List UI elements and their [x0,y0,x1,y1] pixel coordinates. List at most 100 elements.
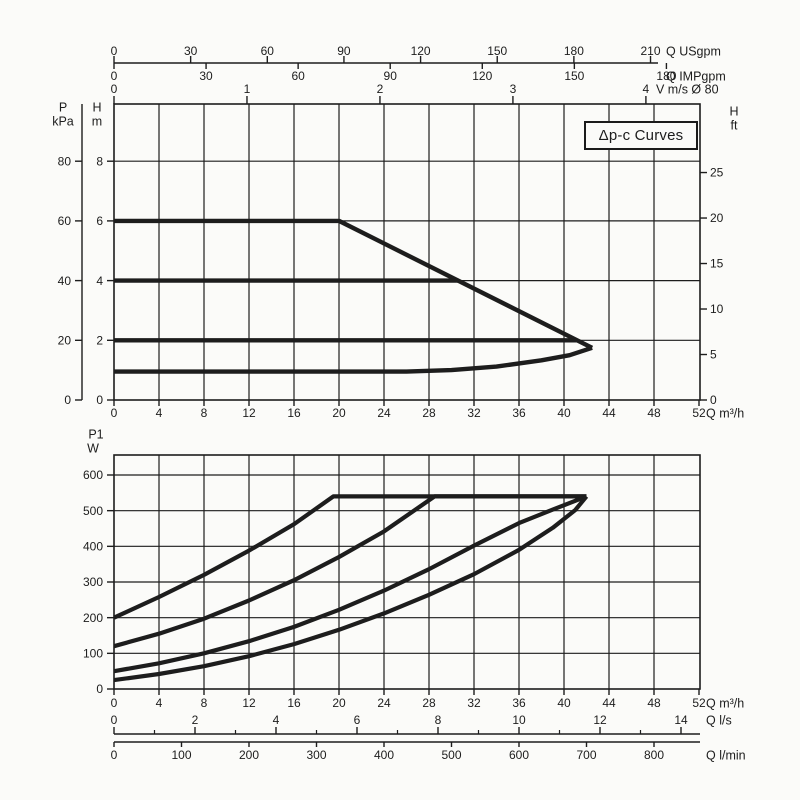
axis-tick-label: 400 [374,748,394,762]
head-axis-title: H [92,100,101,114]
axis-tick-label: 20 [710,211,724,225]
axis-tick-label: 52 [692,696,706,710]
axis-tick-label: 4 [643,82,650,96]
axis-tick-label: 20 [332,696,346,710]
axis-tick-label: 12 [242,696,256,710]
axis-tick-label: 36 [512,696,526,710]
axis-tick-label: 0 [96,393,103,407]
axis-tick-label: 24 [377,406,391,420]
axis-tick-label: 16 [287,406,301,420]
axis-tick-label: 25 [710,166,724,180]
axis-unit-label: Q m³/h [706,406,744,420]
axis-tick-label: 24 [377,696,391,710]
max-speed-curve [114,218,594,350]
axis-tick-label: 4 [96,274,103,288]
axis-tick-label: 2 [192,713,199,727]
axis-tick-label: 48 [647,696,661,710]
axis-tick-label: 0 [111,748,118,762]
axis-tick-label: 700 [576,748,596,762]
axis-tick-label: 300 [306,748,326,762]
axis-tick-label: 40 [557,696,571,710]
axis-tick-label: 200 [239,748,259,762]
axis-tick-label: 2 [377,82,384,96]
head-ft-axis-title: ft [731,118,738,132]
axis-tick-label: 60 [58,214,72,228]
axis-tick-label: 200 [83,611,103,625]
axis-tick-label: 0 [64,393,71,407]
axis-tick-label: 8 [435,713,442,727]
power-min-speed [113,495,589,683]
axis-tick-label: 90 [337,44,351,58]
axis-tick-label: 14 [674,713,688,727]
axis-tick-label: 12 [242,406,256,420]
axis-tick-label: 16 [287,696,301,710]
axis-tick-label: 32 [467,406,481,420]
pressure-axis-title: kPa [52,114,74,128]
axis-tick-label: 4 [156,406,163,420]
head-ft-axis-title: H [729,104,738,118]
axis-tick-label: 0 [111,82,118,96]
axis-tick-label: 0 [111,713,118,727]
axis-tick-label: 44 [602,406,616,420]
power-max-speed [113,494,587,620]
power-curve-3 [113,494,588,674]
axis-tick-label: 32 [467,696,481,710]
axis-unit-label: Q IMPgpm [666,69,726,83]
head-chart-frame [113,103,701,401]
axis-tick-label: 20 [58,334,72,348]
axis-tick-label: 3 [510,82,517,96]
axis-tick-label: 120 [411,44,431,58]
axis-tick-label: 15 [710,257,724,271]
axis-tick-label: 60 [291,69,305,83]
axis-tick-label: 180 [656,69,676,83]
axis-tick-label: 4 [156,696,163,710]
axis-tick-label: 0 [111,69,118,83]
axis-tick-label: 10 [710,302,724,316]
axis-tick-label: 6 [354,713,361,727]
axis-tick-label: 8 [201,696,208,710]
axis-tick-label: 40 [557,406,571,420]
axis-tick-label: 210 [641,44,661,58]
pressure-axis-title: P [59,100,67,114]
axis-unit-label: Q l/min [706,748,746,762]
axis-tick-label: 60 [261,44,275,58]
axis-tick-label: 0 [96,682,103,696]
axis-tick-label: 0 [111,406,118,420]
axis-tick-label: 800 [644,748,664,762]
axis-tick-label: 8 [96,154,103,168]
axis-unit-label: V m/s Ø 80 [656,82,719,96]
axis-tick-label: 100 [171,748,191,762]
axis-tick-label: 400 [83,540,103,554]
axis-tick-label: 2 [96,334,103,348]
power-axis-title: W [87,441,99,455]
axis-tick-label: 150 [564,69,584,83]
axis-tick-label: 80 [58,154,72,168]
axis-tick-label: 0 [111,44,118,58]
axis-tick-label: 120 [472,69,492,83]
axis-tick-label: 30 [184,44,198,58]
axis-tick-label: 12 [593,713,607,727]
curve-type-label-box: Δp-c Curves [584,121,698,150]
axis-tick-label: 90 [384,69,398,83]
axis-tick-label: 36 [512,406,526,420]
axis-tick-label: 0 [111,696,118,710]
axis-tick-label: 600 [83,468,103,482]
axis-tick-label: 150 [487,44,507,58]
power-curve-2 [113,494,587,649]
axis-unit-label: Q m³/h [706,696,744,710]
axis-tick-label: 20 [332,406,346,420]
axis-tick-label: 52 [692,406,706,420]
axis-tick-label: 300 [83,575,103,589]
power-chart-frame [113,454,701,690]
axis-tick-label: 40 [58,274,72,288]
head-axis-title: m [92,114,102,128]
axis-tick-label: 5 [710,348,717,362]
axis-tick-label: 500 [83,504,103,518]
axis-tick-label: 0 [710,393,717,407]
axis-tick-label: 28 [422,696,436,710]
axis-tick-label: 500 [441,748,461,762]
axis-tick-label: 30 [199,69,213,83]
axis-tick-label: 44 [602,696,616,710]
axis-tick-label: 6 [96,214,103,228]
axis-tick-label: 600 [509,748,529,762]
